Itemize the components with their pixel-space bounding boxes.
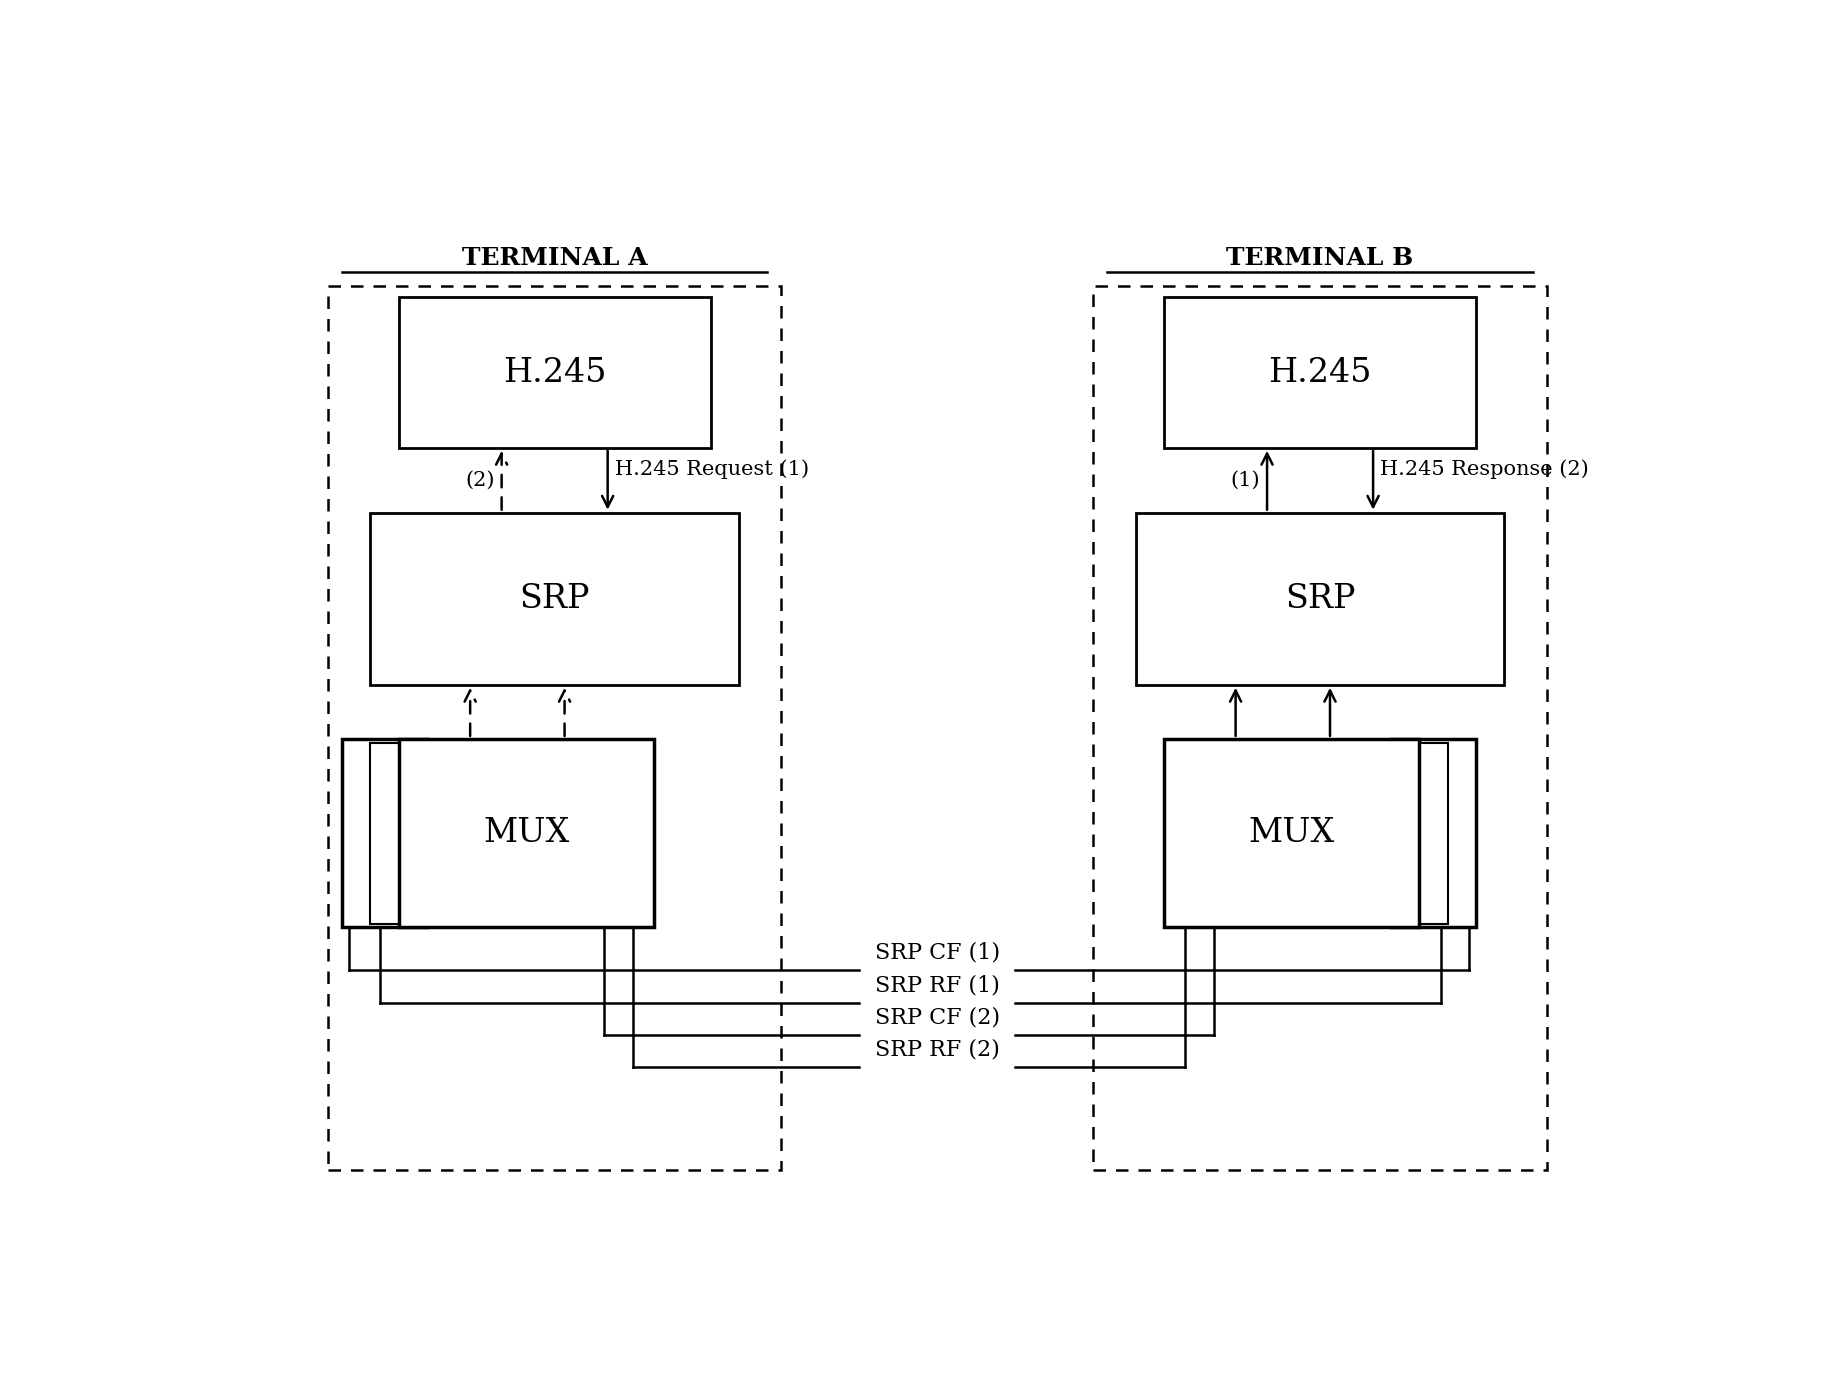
Text: H.245: H.245 [1267,357,1372,389]
Bar [369,743,455,925]
Text: SRP RF (2): SRP RF (2) [874,1039,1000,1060]
Bar [1163,297,1476,448]
Text: H.245 Response (2): H.245 Response (2) [1381,460,1589,480]
Bar [399,739,655,928]
Text: (1): (1) [1231,471,1260,490]
Bar [369,512,739,686]
Text: MUX: MUX [483,817,569,849]
Text: SRP: SRP [519,583,591,614]
Text: TERMINAL B: TERMINAL B [1227,246,1414,270]
Bar [342,739,426,928]
Bar [1094,287,1547,1170]
Bar [399,297,710,448]
Text: TERMINAL A: TERMINAL A [463,246,647,270]
Text: H.245 Request (1): H.245 Request (1) [615,460,808,480]
Text: H.245: H.245 [503,357,607,389]
Bar [327,287,781,1170]
Text: (2): (2) [465,471,494,490]
Text: SRP CF (2): SRP CF (2) [874,1007,1000,1028]
Bar [1136,512,1503,686]
Bar [1163,739,1419,928]
Text: MUX: MUX [1249,817,1335,849]
Bar [1363,743,1449,925]
Text: SRP: SRP [1284,583,1355,614]
Bar [1390,739,1476,928]
Text: SRP RF (1): SRP RF (1) [874,974,1000,996]
Text: SRP CF (1): SRP CF (1) [874,942,1000,964]
